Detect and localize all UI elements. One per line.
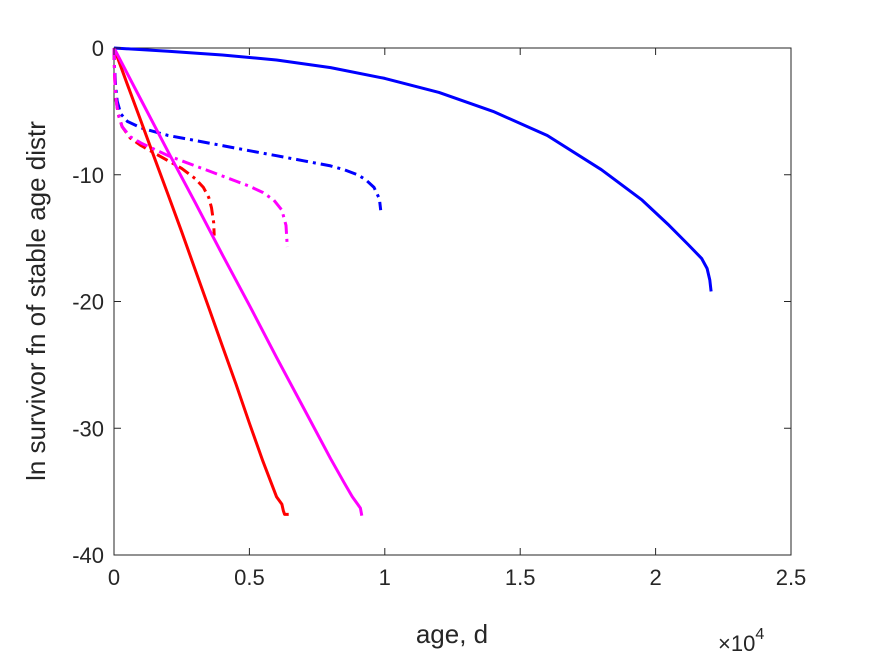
x-exponent-power: 4 — [755, 626, 764, 643]
series-layer — [112, 46, 713, 516]
x-exponent-label: ×104 — [718, 626, 764, 656]
x-tick-label: 1.5 — [505, 565, 536, 590]
plot-area — [113, 47, 792, 556]
x-tick-label: 1 — [379, 565, 391, 590]
x-tick-label: 2 — [649, 565, 661, 590]
y-tick-label: 0 — [92, 36, 104, 61]
series-line-6 — [112, 47, 289, 248]
y-tick-label: -30 — [72, 416, 104, 441]
y-axis-label: ln survivor fn of stable age distr — [21, 121, 51, 481]
series-line-3 — [112, 47, 289, 516]
y-tick-label: -10 — [72, 163, 104, 188]
series-line-5 — [112, 47, 364, 516]
series-line-1 — [113, 46, 713, 292]
tick-layer: 0 0.5 1 1.5 2 2.5 0 -10 -20 -30 -40 — [72, 36, 806, 590]
y-tick-label: -40 — [72, 543, 104, 568]
x-tick-label: 0.5 — [234, 565, 265, 590]
x-tick-label: 2.5 — [776, 565, 807, 590]
x-axis-label: age, d — [416, 619, 488, 649]
y-tick-label: -20 — [72, 290, 104, 315]
x-exponent-base: ×10 — [718, 631, 755, 656]
x-tick-label: 0 — [108, 565, 120, 590]
